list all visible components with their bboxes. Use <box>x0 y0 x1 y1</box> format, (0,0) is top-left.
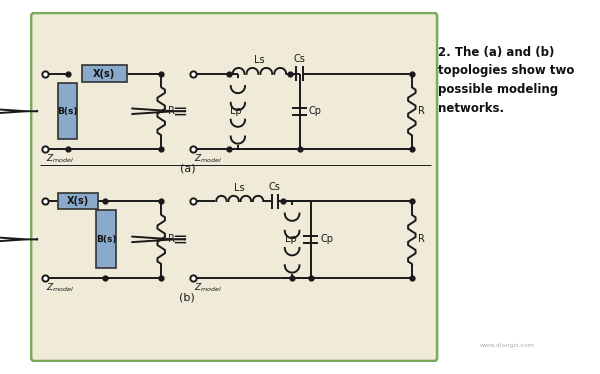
Text: R: R <box>168 106 175 116</box>
FancyBboxPatch shape <box>31 13 437 361</box>
Bar <box>96 211 116 269</box>
Bar <box>82 65 127 82</box>
Text: R: R <box>418 234 425 244</box>
Text: ≡: ≡ <box>172 102 187 120</box>
Text: Lp: Lp <box>230 106 242 116</box>
Text: Ls: Ls <box>254 55 265 65</box>
Text: Ls: Ls <box>235 183 245 193</box>
Text: Cs: Cs <box>269 182 281 192</box>
Bar <box>58 193 98 209</box>
Text: Cp: Cp <box>309 106 322 116</box>
Text: ≡: ≡ <box>172 230 187 248</box>
Text: networks.: networks. <box>438 102 504 115</box>
Text: (a): (a) <box>179 163 195 174</box>
Text: $Z_{model}$: $Z_{model}$ <box>46 282 74 294</box>
Text: B(s): B(s) <box>96 235 116 244</box>
Text: $Z_{model}$: $Z_{model}$ <box>46 152 74 165</box>
Text: B(s): B(s) <box>58 107 78 116</box>
Text: X(s): X(s) <box>93 69 115 79</box>
Text: Lp: Lp <box>285 234 296 244</box>
Text: (b): (b) <box>179 293 195 303</box>
Text: $Z_{model}$: $Z_{model}$ <box>194 282 222 294</box>
Text: R: R <box>418 106 425 116</box>
Text: R: R <box>168 234 175 244</box>
Text: www.diangzi.com: www.diangzi.com <box>480 343 535 347</box>
Text: possible modeling: possible modeling <box>438 83 558 96</box>
Bar <box>58 83 77 139</box>
Text: 2. The (a) and (b): 2. The (a) and (b) <box>438 46 554 59</box>
Text: Cp: Cp <box>320 234 333 244</box>
Text: X(s): X(s) <box>67 196 89 206</box>
Text: Cs: Cs <box>293 55 305 64</box>
Text: topologies show two: topologies show two <box>438 64 574 77</box>
Text: $Z_{model}$: $Z_{model}$ <box>194 152 222 165</box>
